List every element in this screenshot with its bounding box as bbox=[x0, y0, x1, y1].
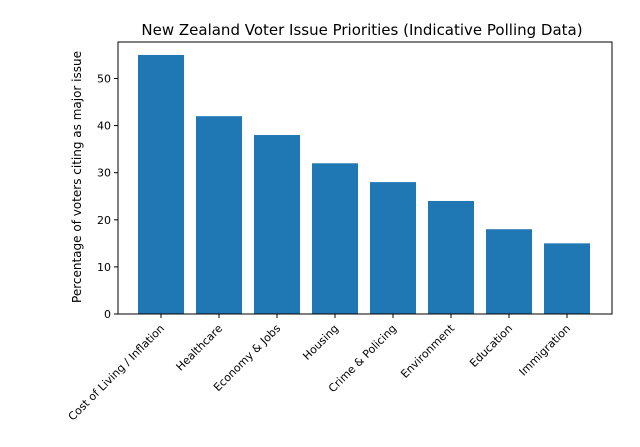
bar bbox=[544, 243, 590, 314]
bar bbox=[370, 182, 416, 314]
y-tick-label: 50 bbox=[97, 73, 111, 86]
x-tick-label: Cost of Living / Inflation bbox=[66, 322, 167, 423]
plot-area: 0 10 20 30 40 50 Cost of Living / Inflation Hea… bbox=[66, 41, 613, 423]
y-axis-label: Percentage of voters citing as major iss… bbox=[70, 51, 84, 303]
y-tick-label: 20 bbox=[97, 214, 111, 227]
plot-frame bbox=[117, 41, 613, 315]
x-tick-label: Housing bbox=[300, 322, 341, 363]
bar bbox=[486, 229, 532, 314]
bar bbox=[428, 200, 474, 314]
bar bbox=[196, 116, 242, 314]
x-tick-label: Immigration bbox=[517, 322, 574, 379]
x-tick-label: Education bbox=[467, 322, 515, 370]
y-tick-label: 30 bbox=[97, 167, 111, 180]
chart-title: New Zealand Voter Issue Priorities (Indi… bbox=[141, 21, 582, 39]
bar bbox=[138, 54, 184, 314]
x-tick-label: Healthcare bbox=[174, 322, 226, 374]
y-tick-label: 40 bbox=[97, 120, 111, 133]
y-tick-label: 10 bbox=[97, 261, 111, 274]
bar bbox=[254, 135, 300, 314]
x-tick-label: Environment bbox=[398, 321, 457, 380]
y-tick-label: 0 bbox=[104, 308, 111, 321]
bar bbox=[312, 163, 358, 314]
